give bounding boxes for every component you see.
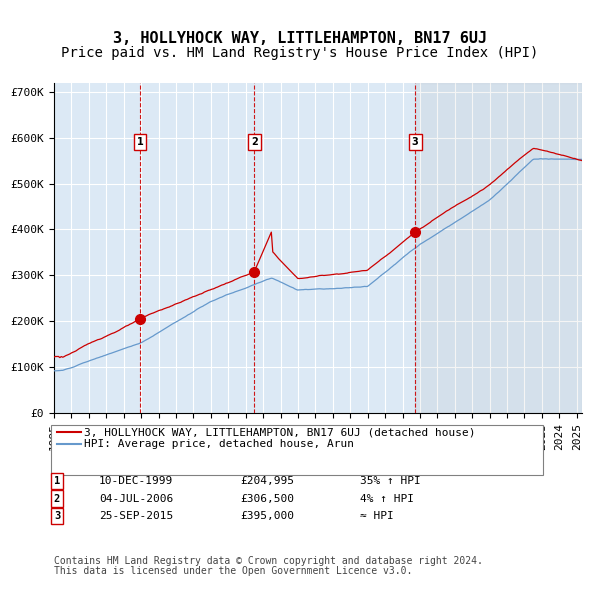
Text: HPI: Average price, detached house, Arun: HPI: Average price, detached house, Arun [84,440,354,449]
Text: 10-DEC-1999: 10-DEC-1999 [99,476,173,486]
Text: 1: 1 [137,137,143,147]
Text: Price paid vs. HM Land Registry's House Price Index (HPI): Price paid vs. HM Land Registry's House … [61,46,539,60]
Text: 4% ↑ HPI: 4% ↑ HPI [360,494,414,503]
Text: £395,000: £395,000 [240,512,294,521]
Text: 3: 3 [412,137,419,147]
Text: Contains HM Land Registry data © Crown copyright and database right 2024.: Contains HM Land Registry data © Crown c… [54,556,483,565]
Text: ≈ HPI: ≈ HPI [360,512,394,521]
Bar [415,83,582,413]
Text: 2: 2 [54,494,60,503]
Text: £204,995: £204,995 [240,476,294,486]
Text: This data is licensed under the Open Government Licence v3.0.: This data is licensed under the Open Gov… [54,566,412,575]
Text: £306,500: £306,500 [240,494,294,503]
Text: 1: 1 [54,476,60,486]
Text: 3, HOLLYHOCK WAY, LITTLEHAMPTON, BN17 6UJ (detached house): 3, HOLLYHOCK WAY, LITTLEHAMPTON, BN17 6U… [84,428,476,437]
Text: 35% ↑ HPI: 35% ↑ HPI [360,476,421,486]
Text: 3, HOLLYHOCK WAY, LITTLEHAMPTON, BN17 6UJ: 3, HOLLYHOCK WAY, LITTLEHAMPTON, BN17 6U… [113,31,487,46]
Text: 04-JUL-2006: 04-JUL-2006 [99,494,173,503]
Text: 25-SEP-2015: 25-SEP-2015 [99,512,173,521]
Text: 3: 3 [54,512,60,521]
Text: 2: 2 [251,137,258,147]
